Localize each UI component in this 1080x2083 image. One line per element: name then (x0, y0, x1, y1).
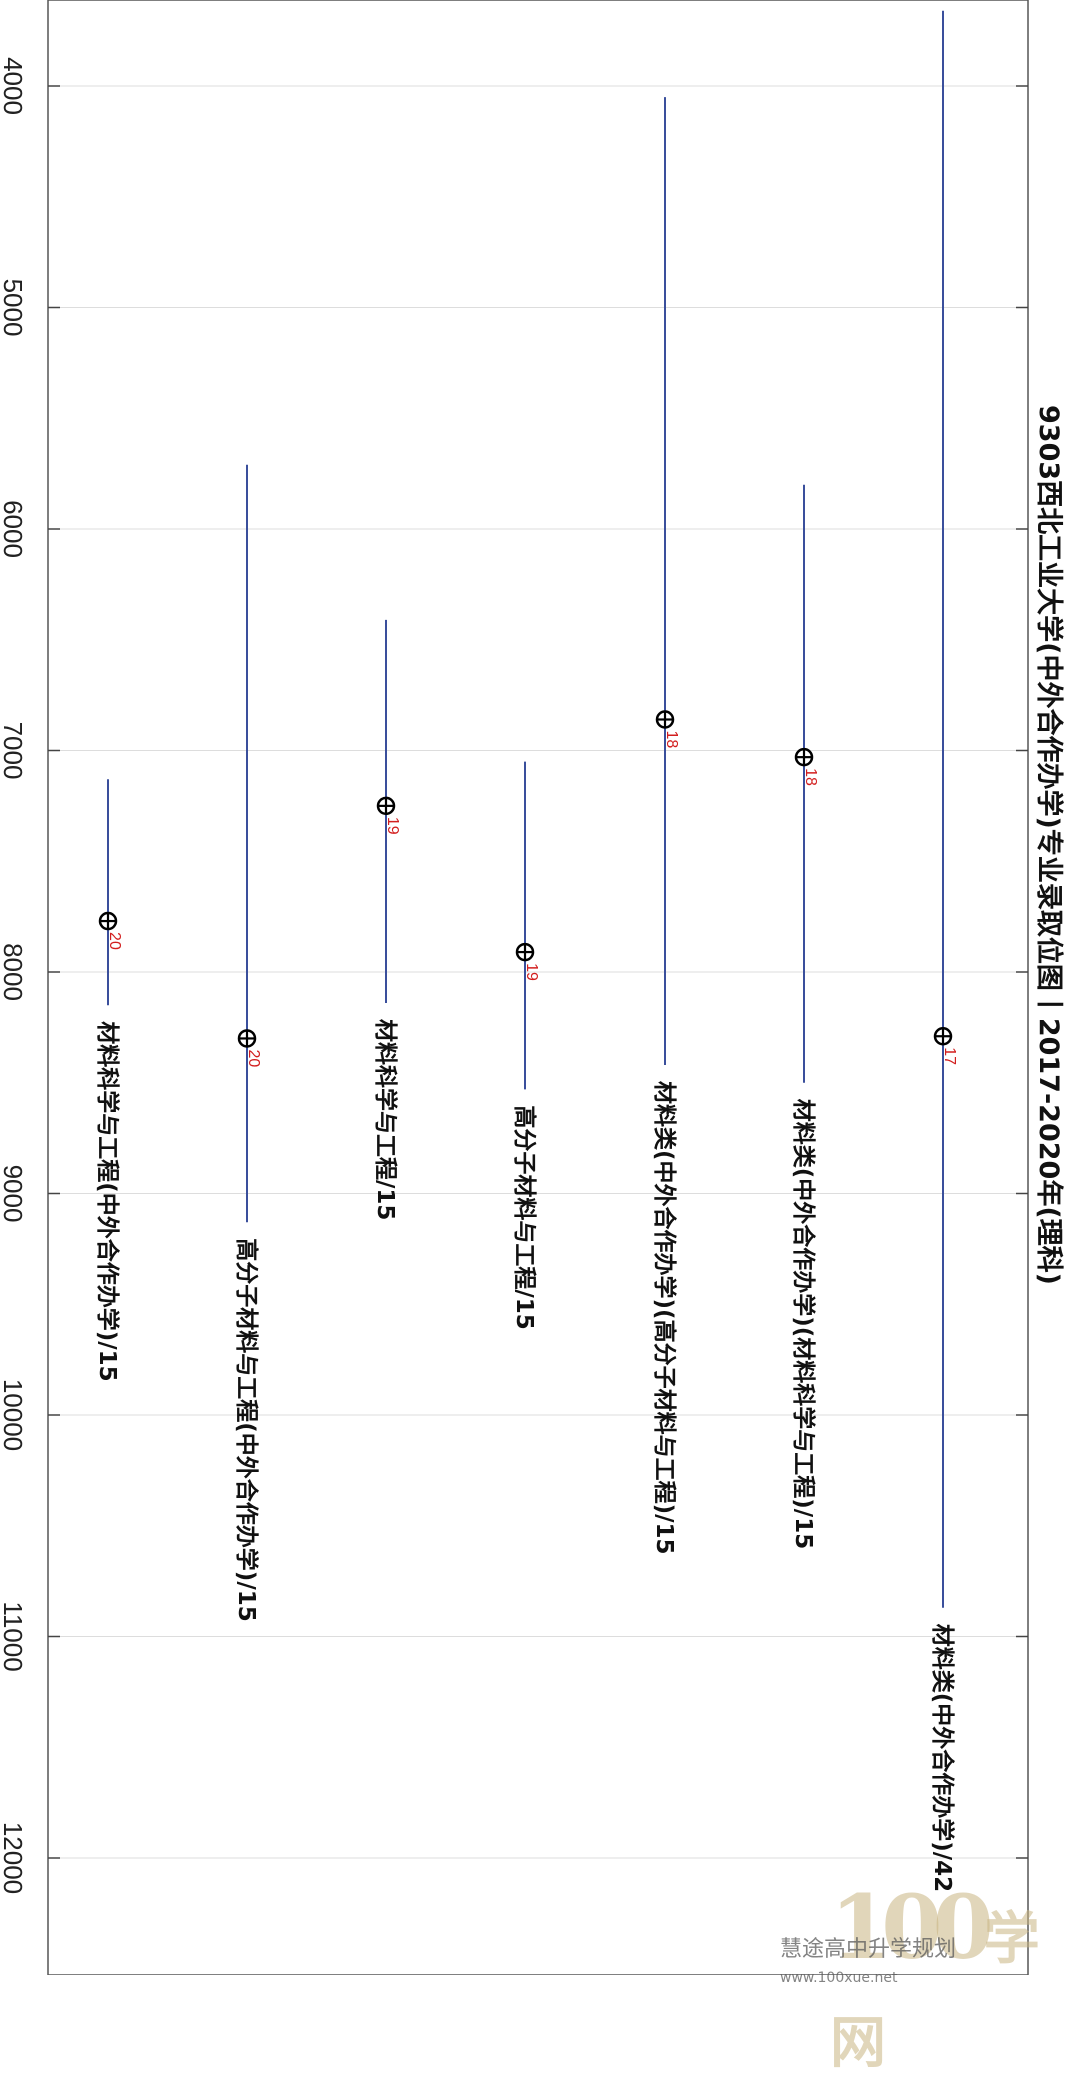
series-item: 17 材料类(中外合作办学)/42 (929, 10, 958, 1892)
grid-lines (48, 85, 1028, 1859)
chart: 400050006000700080009000100001100012000 … (0, 0, 1065, 1975)
count-label: 18 (663, 730, 680, 748)
tick-label: 9000 (0, 1165, 28, 1223)
series-group: 20 材料科学与工程(中外合作办学)/15 20 高分子材料与工程(中外合作办学)/1… (94, 10, 958, 1892)
tick-label: 10000 (0, 1379, 28, 1451)
series-item: 20 高分子材料与工程(中外合作办学)/15 (233, 464, 262, 1622)
count-label: 20 (106, 932, 123, 950)
category-label-group: 材料类(中外合作办学)(材料科学与工程)/15 (790, 1099, 817, 1549)
tick-label-group: 10000 (0, 1379, 28, 1451)
count-label-group: 19 (523, 963, 540, 981)
category-label: 材料类(中外合作办学)(高分子材料与工程)/15 (651, 1081, 678, 1554)
tick-label-group: 8000 (0, 943, 28, 1001)
category-label-group: 材料类(中外合作办学)/42 (929, 1624, 956, 1892)
tick-label-group: 12000 (0, 1822, 28, 1894)
tick-label-group: 6000 (0, 500, 28, 558)
category-label: 材料科学与工程(中外合作办学)/15 (94, 1021, 121, 1381)
value-axis: 4000 5000 6000 7000 8000 9000 10000 11000 12000 (0, 57, 1028, 1894)
tick-label: 4000 (0, 57, 28, 115)
tick-label: 8000 (0, 943, 28, 1001)
tick-label: 7000 (0, 722, 28, 780)
tick-label: 5000 (0, 279, 28, 337)
category-label: 材料类(中外合作办学)/42 (929, 1624, 956, 1892)
category-label: 材料科学与工程/15 (372, 1019, 399, 1220)
category-label: 高分子材料与工程/15 (511, 1105, 538, 1329)
category-label: 高分子材料与工程(中外合作办学)/15 (233, 1238, 260, 1621)
series-item: 19 材料科学与工程/15 (372, 619, 401, 1220)
count-label: 19 (523, 963, 540, 981)
category-label-group: 高分子材料与工程(中外合作办学)/15 (233, 1238, 260, 1621)
tick-label: 12000 (0, 1822, 28, 1894)
series-item: 18 材料类(中外合作办学)(材料科学与工程)/15 (790, 484, 819, 1549)
category-label-group: 高分子材料与工程/15 (511, 1105, 538, 1329)
tick-label-group: 7000 (0, 722, 28, 780)
count-label-group: 18 (663, 730, 680, 748)
category-label-group: 材料类(中外合作办学)(高分子材料与工程)/15 (651, 1081, 678, 1554)
category-label: 材料类(中外合作办学)(材料科学与工程)/15 (790, 1099, 817, 1549)
series-item: 18 材料类(中外合作办学)(高分子材料与工程)/15 (651, 97, 680, 1554)
count-label: 20 (245, 1049, 262, 1067)
count-label-group: 17 (941, 1047, 958, 1065)
series-item: 20 材料科学与工程(中外合作办学)/15 (94, 779, 123, 1382)
watermark-caption: 慧途高中升学规划 www.100xue.net (780, 1937, 957, 1986)
count-label-group: 18 (802, 768, 819, 786)
count-label-group: 20 (245, 1049, 262, 1067)
category-label-group: 材料科学与工程/15 (372, 1019, 399, 1220)
tick-label-group: 5000 (0, 279, 28, 337)
category-label-group: 材料科学与工程(中外合作办学)/15 (94, 1021, 121, 1381)
tick-label-group: 4000 (0, 57, 28, 115)
tick-label-group: 11000 (0, 1601, 28, 1671)
series-item: 19 高分子材料与工程/15 (511, 761, 540, 1330)
chart-title: 9303西北工业大学(中外合作办学)专业录取位图丨2017-2020年(理科) (1033, 405, 1065, 1285)
tick-label-group: 9000 (0, 1165, 28, 1223)
tick-label: 11000 (0, 1601, 28, 1671)
count-label-group: 19 (384, 817, 401, 835)
count-label: 17 (941, 1047, 958, 1065)
count-label: 18 (802, 768, 819, 786)
count-label: 19 (384, 817, 401, 835)
watermark: 100学网 慧途高中升学规划 www.100xue.net (780, 1875, 1080, 2076)
tick-label: 6000 (0, 500, 28, 558)
plot-frame (47, 0, 1029, 1975)
count-label-group: 20 (106, 932, 123, 950)
